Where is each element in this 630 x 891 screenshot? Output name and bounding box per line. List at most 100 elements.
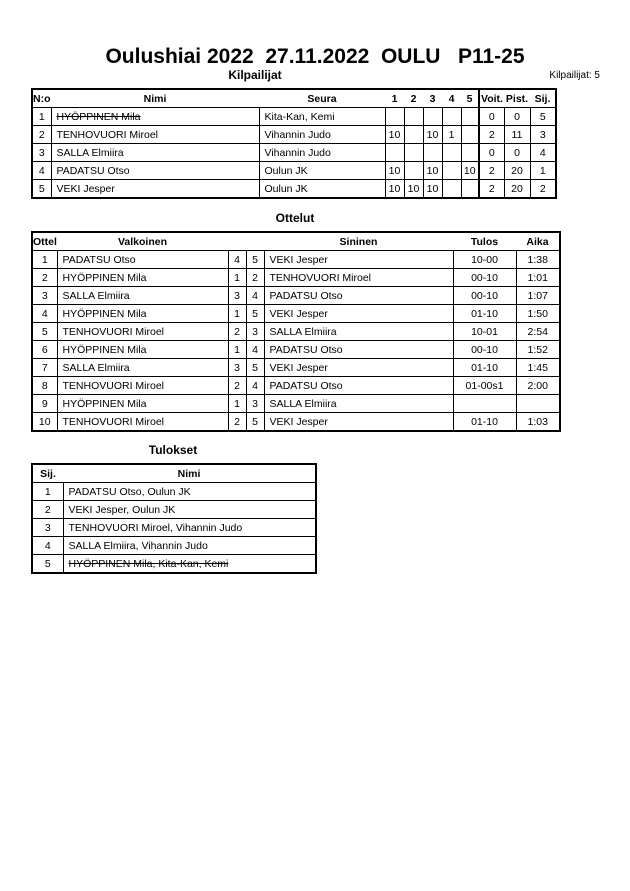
match-time: 1:03: [515, 412, 561, 432]
col-header: Valkoinen: [57, 232, 228, 251]
blue-competitor: VEKI Jesper: [263, 304, 454, 323]
rank: 2: [529, 179, 557, 199]
white-competitor: SALLA Elmiira: [56, 358, 229, 377]
score-cell: [403, 161, 424, 180]
points: 0: [503, 143, 531, 162]
score-cell: 10: [384, 179, 405, 199]
result-row: 4 SALLA Elmiira, Vihannin Judo: [31, 536, 317, 555]
match-number: 9: [31, 394, 58, 413]
score-cell: [441, 107, 462, 126]
match-time: [515, 394, 561, 413]
white-number: 3: [227, 286, 247, 305]
score-cell: 10: [460, 161, 480, 180]
blue-competitor: VEKI Jesper: [263, 412, 454, 432]
score-cell: [403, 107, 424, 126]
results-table: Sij. Nimi 1 PADATSU Otso, Oulun JK 2 VEKI J…: [31, 463, 317, 574]
matches-heading: Ottelut: [275, 211, 315, 225]
result-rank: 4: [31, 536, 64, 555]
blue-number: 4: [245, 340, 265, 359]
match-result: 01-10: [452, 358, 517, 377]
competitor-name: VEKI Jesper: [50, 179, 260, 199]
blue-competitor: PADATSU Otso: [263, 376, 454, 395]
score-cell: 1: [441, 125, 462, 144]
result-name: VEKI Jesper, Oulun JK: [62, 500, 317, 519]
result-row: 3 TENHOVUORI Miroel, Vihannin Judo: [31, 518, 317, 537]
competitor-name: SALLA Elmiira: [50, 143, 260, 162]
competitor-number: 5: [31, 179, 52, 199]
competitor-club: Oulun JK: [258, 179, 386, 199]
score-cell: [460, 107, 480, 126]
match-number: 4: [31, 304, 58, 323]
match-number: 3: [31, 286, 58, 305]
white-competitor: PADATSU Otso: [56, 250, 229, 269]
competitor-club: Kita-Kan, Kemi: [258, 107, 386, 126]
score-cell: 10: [422, 125, 443, 144]
result-row: 2 VEKI Jesper, Oulun JK: [31, 500, 317, 519]
match-time: 1:38: [515, 250, 561, 269]
score-cell: [384, 143, 405, 162]
col-header: 2: [404, 89, 423, 108]
points: 20: [503, 179, 531, 199]
result-name: SALLA Elmiira, Vihannin Judo: [62, 536, 317, 555]
points: 20: [503, 161, 531, 180]
match-row: 2 HYÖPPINEN Mila 1 2 TENHOVUORI Miroel 00-10 1…: [31, 268, 561, 287]
match-row: 3 SALLA Elmiira 3 4 PADATSU Otso 00-10 1:07: [31, 286, 561, 305]
competitor-row: 4 PADATSU Otso Oulun JK 10 10 10 2 20 1: [31, 161, 557, 180]
blue-number: 5: [245, 250, 265, 269]
white-number: 4: [227, 250, 247, 269]
match-number: 1: [31, 250, 58, 269]
match-time: 1:01: [515, 268, 561, 287]
result-name: HYÖPPINEN Mila, Kita-Kan, Kemi: [62, 554, 317, 574]
col-header: Sij.: [32, 464, 63, 483]
white-number: 1: [227, 268, 247, 287]
match-row: 8 TENHOVUORI Miroel 2 4 PADATSU Otso 01-00s1 2…: [31, 376, 561, 395]
rank: 4: [529, 143, 557, 162]
blue-competitor: TENHOVUORI Miroel: [263, 268, 454, 287]
match-result: 01-10: [452, 412, 517, 432]
col-header: 1: [385, 89, 404, 108]
white-number: 2: [227, 412, 247, 432]
white-competitor: HYÖPPINEN Mila: [56, 268, 229, 287]
result-name: PADATSU Otso, Oulun JK: [62, 482, 317, 501]
competitor-row: 3 SALLA Elmiira Vihannin Judo 0 0 4: [31, 143, 557, 162]
white-number: 3: [227, 358, 247, 377]
white-competitor: HYÖPPINEN Mila: [56, 394, 229, 413]
col-header: Seura: [259, 89, 385, 108]
col-header: 4: [442, 89, 461, 108]
competitor-name: HYÖPPINEN Mila: [50, 107, 260, 126]
score-cell: [403, 143, 424, 162]
match-row: 5 TENHOVUORI Miroel 2 3 SALLA Elmiira 10-01 2:…: [31, 322, 561, 341]
match-row: 9 HYÖPPINEN Mila 1 3 SALLA Elmiira: [31, 394, 561, 413]
competitor-number: 3: [31, 143, 52, 162]
competitor-club: Oulun JK: [258, 161, 386, 180]
result-rank: 5: [31, 554, 64, 574]
match-row: 6 HYÖPPINEN Mila 1 4 PADATSU Otso 00-10 1:52: [31, 340, 561, 359]
points: 11: [503, 125, 531, 144]
competitor-count: Kilpailijat: 5: [549, 70, 600, 81]
col-header: Aika: [516, 232, 560, 251]
match-time: 1:50: [515, 304, 561, 323]
blue-number: 4: [245, 376, 265, 395]
score-cell: 10: [422, 161, 443, 180]
blue-competitor: VEKI Jesper: [263, 250, 454, 269]
rank: 5: [529, 107, 557, 126]
match-time: 1:07: [515, 286, 561, 305]
match-row: 10 TENHOVUORI Miroel 2 5 VEKI Jesper 01-10 1:0…: [31, 412, 561, 432]
match-result: 01-10: [452, 304, 517, 323]
wins: 2: [478, 161, 505, 180]
wins: 0: [478, 143, 505, 162]
match-number: 7: [31, 358, 58, 377]
match-time: 1:45: [515, 358, 561, 377]
blue-number: 3: [245, 322, 265, 341]
blue-number: 5: [245, 412, 265, 432]
match-result: 00-10: [452, 340, 517, 359]
matches-table: Ottelu Valkoinen Sininen Tulos Aika 1PAD…: [31, 231, 561, 432]
competitor-row: 2 TENHOVUORI Miroel Vihannin Judo 10 10 1 2 11 3: [31, 125, 557, 144]
col-header: Nimi: [51, 89, 259, 108]
competitor-number: 1: [31, 107, 52, 126]
result-rank: 3: [31, 518, 64, 537]
white-number: 2: [227, 322, 247, 341]
rank: 3: [529, 125, 557, 144]
white-number: 1: [227, 394, 247, 413]
score-cell: 10: [403, 179, 424, 199]
